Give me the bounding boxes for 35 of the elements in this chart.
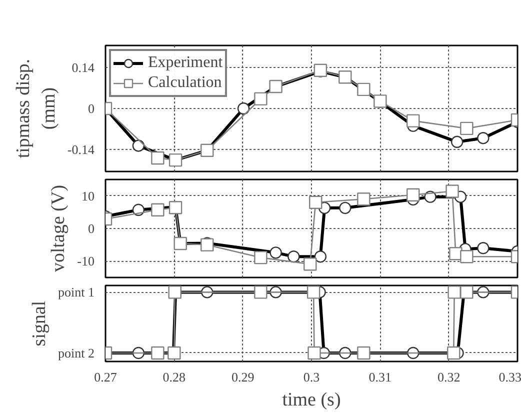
point: [357, 82, 370, 96]
point: [406, 188, 420, 202]
x-tick-label: 0.3: [303, 370, 320, 384]
point: [309, 196, 322, 209]
text: point 2: [58, 345, 95, 360]
text: point 1: [58, 284, 95, 300]
point: [449, 247, 462, 260]
y-tick-label: 0: [88, 221, 94, 236]
x-tick-label: 0.29: [231, 370, 254, 384]
point: [151, 151, 164, 165]
point: [357, 192, 370, 206]
y-axis-title: signal: [29, 300, 50, 346]
x-tick-label: 0.32: [437, 370, 460, 384]
x-tick-label: 0.28: [162, 370, 186, 384]
x-tick-label: 0.31: [368, 370, 392, 384]
y-tick-label: -0.14: [67, 142, 95, 158]
y-tick-label: 10: [82, 188, 94, 204]
y-tick-label: -10: [77, 254, 95, 269]
y-axis-title: voltage (V): [48, 184, 70, 272]
legend-label: Experiment: [148, 54, 223, 72]
x-tick-label: 0.27: [94, 370, 118, 384]
point: [406, 114, 420, 128]
point: [151, 203, 164, 216]
point: [446, 184, 459, 198]
point: [304, 258, 317, 271]
point: [460, 122, 474, 136]
point: [254, 250, 268, 264]
y-axis-title: tipmass disp. (mm): [13, 58, 60, 158]
y-tick-label: 0: [88, 101, 94, 116]
point: [254, 92, 268, 106]
point: [460, 250, 474, 264]
x-axis-title: time (s): [282, 390, 341, 410]
legend-label: Calculation: [148, 74, 222, 92]
y-tick-label: 0.14: [72, 60, 95, 75]
x-tick-label: 0.33: [498, 370, 521, 384]
